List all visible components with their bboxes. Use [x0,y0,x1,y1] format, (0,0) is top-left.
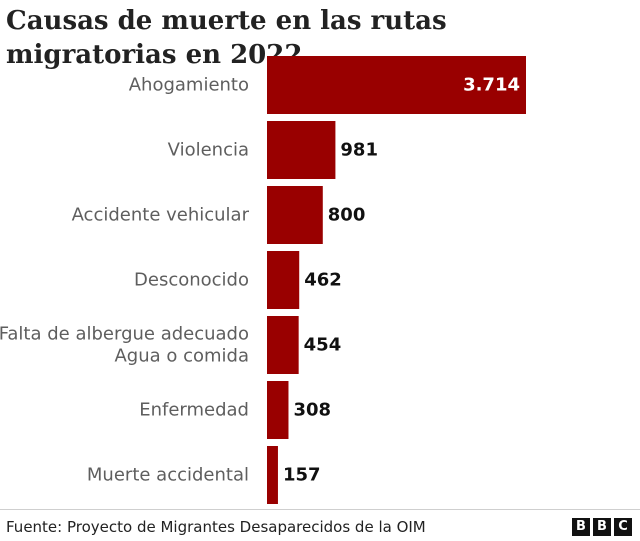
bar-chart: Ahogamiento 3.714 Violencia 981 Accidente ve… [0,56,526,504]
category-label: Accidente vehicular [72,205,250,226]
bar [267,381,289,439]
bar [267,251,300,309]
value-label: 462 [304,270,342,291]
value-label: 157 [283,465,321,486]
logo-letter: C [614,518,632,536]
category-label: Enfermedad [139,400,249,421]
category-label: Falta de albergue adecuado [0,324,249,345]
category-label: Agua o comida [114,346,249,367]
category-label: Desconocido [134,270,249,291]
footer-divider [0,509,640,510]
value-label: 981 [340,140,378,161]
value-label: 454 [304,335,342,356]
category-label: Ahogamiento [129,75,249,96]
source-note: Fuente: Proyecto de Migrantes Desapareci… [6,518,426,536]
value-label: 800 [328,205,366,226]
bar [267,316,299,374]
category-label: Violencia [168,140,249,161]
bar [267,121,336,179]
category-label: Muerte accidental [87,465,249,486]
value-label: 308 [293,400,331,421]
bbc-logo: B B C [572,518,632,536]
chart-title: Causas de muerte en las rutas migratoria… [6,6,447,70]
bar [267,56,526,114]
logo-letter: B [572,518,590,536]
logo-letter: B [593,518,611,536]
value-label: 3.714 [463,75,520,96]
bar [267,446,278,504]
bar [267,186,323,244]
